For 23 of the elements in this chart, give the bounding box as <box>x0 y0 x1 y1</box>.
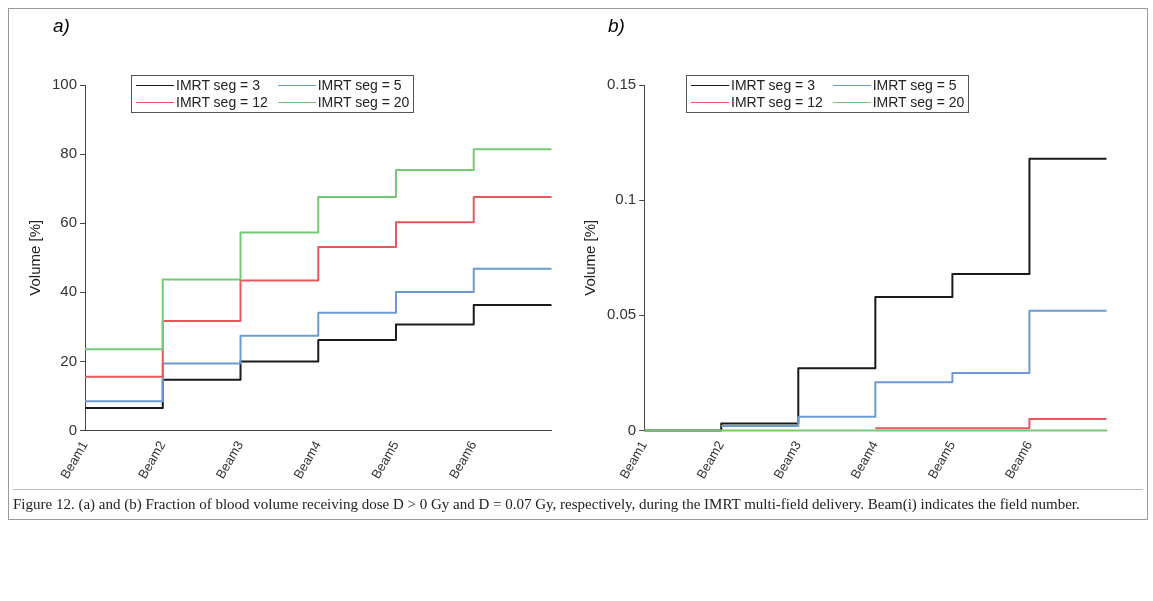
y-tick-label: 0 <box>627 420 637 438</box>
chart-title: b) <box>608 15 625 37</box>
y-tick-label: 0.1 <box>615 190 637 208</box>
y-tick-label: 0.05 <box>606 305 637 323</box>
y-axis-title: Volume [%] <box>581 219 599 296</box>
legend-label: IMRT seg = 20 <box>317 94 410 111</box>
y-tick-label: 40 <box>60 282 78 300</box>
legend-label: IMRT seg = 12 <box>176 94 268 111</box>
y-tick-label: 80 <box>60 144 78 162</box>
legend-label: IMRT seg = 5 <box>317 77 402 94</box>
legend-label: IMRT seg = 3 <box>731 77 815 94</box>
legend-label: IMRT seg = 3 <box>176 77 260 94</box>
y-axis-title: Volume [%] <box>26 219 44 296</box>
y-tick-label: 0.15 <box>606 75 637 93</box>
legend-label: IMRT seg = 5 <box>872 77 957 94</box>
y-tick-label: 20 <box>60 351 78 369</box>
caption: Figure 12. (a) and (b) Fraction of blood volume receiving dose D > 0 Gy and D = 0.07 Gy, respectively, during the IMRT multi-field delivery. Beam(i) indicates the field number. <box>13 489 1143 513</box>
y-tick-label: 60 <box>60 213 78 231</box>
chart-title: a) <box>53 15 70 37</box>
y-tick-label: 100 <box>52 75 78 93</box>
y-tick-label: 0 <box>68 420 78 438</box>
legend-label: IMRT seg = 12 <box>731 94 823 111</box>
legend-label: IMRT seg = 20 <box>872 94 965 111</box>
